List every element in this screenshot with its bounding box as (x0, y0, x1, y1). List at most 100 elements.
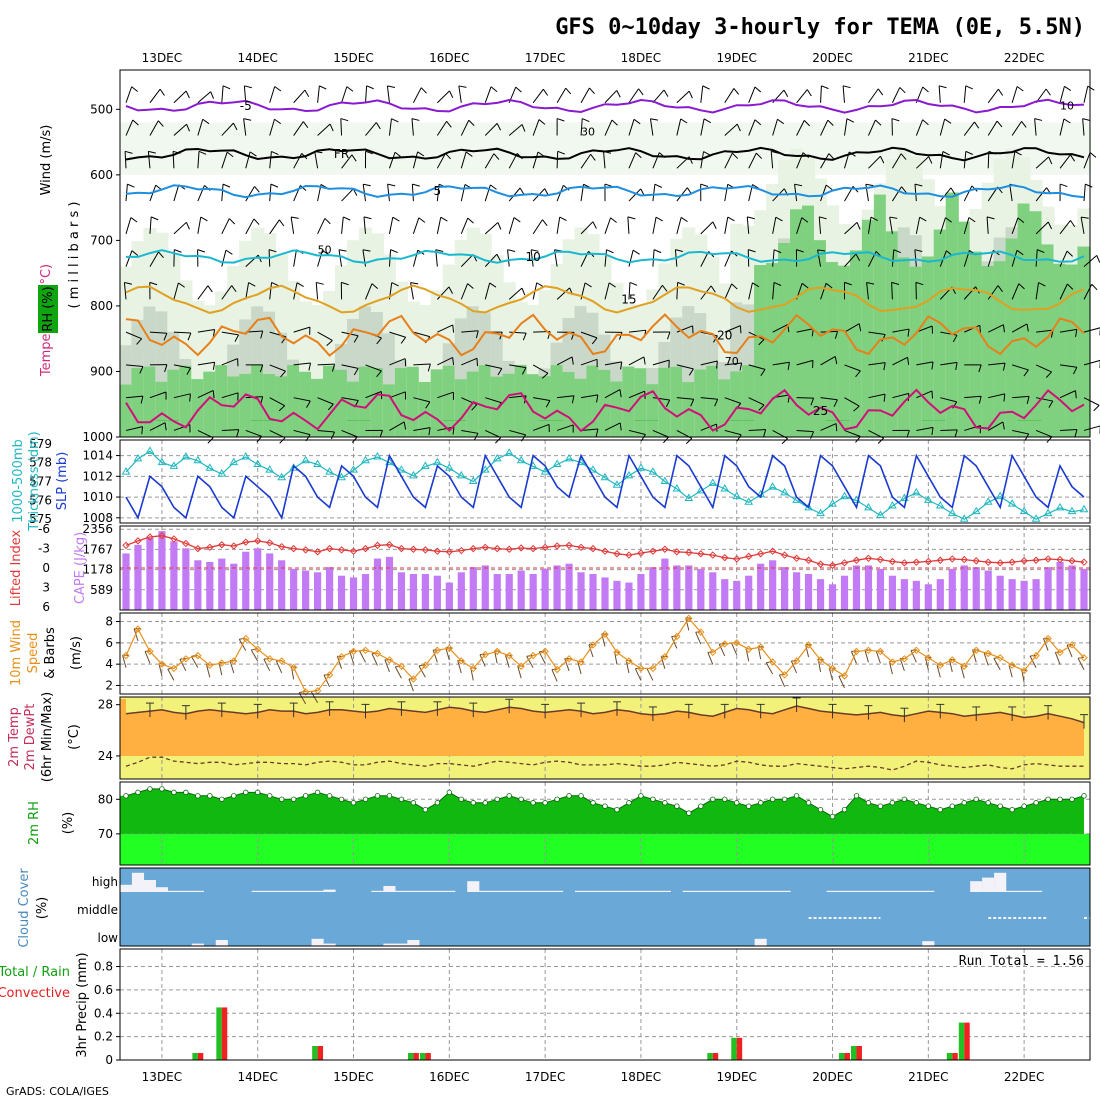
cloud-high-bar (479, 890, 492, 892)
wind-speed-point (768, 658, 777, 666)
wind-barb (507, 249, 516, 267)
slp-tick-label: 1010 (82, 490, 113, 504)
wind-barb (1082, 118, 1091, 136)
wind-speed-point (852, 647, 861, 656)
wind-barb (388, 118, 399, 136)
wind-barb (580, 153, 596, 169)
rh-shade-70 (370, 368, 385, 437)
wind-barb (1083, 283, 1098, 300)
rh2m-point (255, 789, 261, 796)
li-point (445, 548, 454, 556)
thickness-point (1055, 502, 1065, 511)
wind-barb (987, 324, 1005, 333)
rh-shade-70 (179, 365, 193, 437)
rh2m-point (961, 800, 967, 806)
cloud-high-bar (515, 890, 528, 892)
wind-barb (724, 216, 735, 234)
cape-bar (290, 568, 298, 610)
wind-barb (1011, 121, 1027, 136)
wind-barb (389, 331, 407, 344)
y-tick-label: 900 (90, 364, 113, 378)
rh2m-point (1045, 796, 1051, 802)
wind-barb (341, 86, 354, 103)
cloud-high-bar (598, 890, 612, 892)
cloud-high-bar (898, 890, 911, 892)
wind-speed-point (864, 646, 873, 655)
wind-barb (604, 361, 623, 370)
li-point (744, 552, 753, 561)
wind-barb (844, 397, 860, 412)
wind-barb (269, 364, 286, 378)
li-point (373, 541, 382, 550)
wind-barb (628, 88, 644, 104)
precip-convective-bar (964, 1022, 970, 1060)
precip-total-bar (216, 1007, 222, 1060)
li-point (625, 551, 633, 559)
temp-axis-label: 2m Temp (7, 707, 22, 767)
cloud-low-bar (191, 943, 204, 946)
wind-barb (293, 362, 312, 371)
rh-shade-70 (1029, 211, 1043, 437)
precip-total-bar (851, 1045, 857, 1060)
rh2m-point (674, 803, 680, 809)
wind-barb (485, 364, 503, 376)
thickness-point (1019, 506, 1029, 515)
wind-barb (580, 118, 590, 136)
rh2m-point (350, 800, 357, 806)
wind-barb (986, 216, 995, 234)
cloud-high-bar (982, 877, 995, 892)
cape-bar (733, 580, 741, 610)
wind-barb (796, 429, 815, 439)
wind-barb (460, 119, 475, 136)
li-point (218, 541, 226, 549)
cape-bar (888, 575, 896, 610)
wind-barb (556, 356, 574, 366)
thickness-point (337, 472, 346, 481)
wind-barb (413, 363, 431, 372)
thickness-point (636, 463, 646, 471)
rh2m-point (338, 796, 345, 802)
wind-barb (988, 362, 1006, 371)
wind-speed-point (828, 664, 837, 673)
cloud-low-bar (311, 938, 324, 946)
wind-barb (340, 281, 349, 300)
wind-barb (891, 118, 900, 136)
wind-barb (700, 397, 719, 407)
rh2m-point (290, 796, 297, 802)
contour-label: 25 (813, 404, 828, 418)
wind-barb (484, 123, 502, 136)
cape-bar (421, 574, 429, 610)
y-tick-label: 28 (98, 698, 113, 712)
wind-barb (484, 222, 502, 235)
wind-barb (362, 249, 371, 267)
wind-barb (1059, 283, 1074, 300)
wind-speed-point (1044, 634, 1052, 643)
rh2m-point (518, 796, 524, 802)
rh2m-point (147, 786, 153, 792)
wind-speed-point (1068, 641, 1076, 649)
cloud-high-bar (874, 890, 887, 892)
wind-speed-point (277, 657, 286, 665)
cloud-high-bar (718, 890, 731, 892)
wind-barb (604, 389, 622, 399)
wind-barb (173, 393, 191, 402)
wind-barb (652, 183, 663, 202)
wind-speed-point (469, 664, 477, 673)
wind-barb (551, 668, 558, 682)
cloud-high-bar (287, 890, 300, 892)
wind-barb (413, 397, 431, 409)
thickness-point (864, 502, 873, 511)
cloud-high-bar (503, 890, 516, 892)
wind-barb (532, 423, 550, 433)
wind-barb (866, 281, 875, 300)
footer-credit: GrADS: COLA/IGES (6, 1085, 109, 1098)
slp-axis-label: SLP (mb) (55, 452, 70, 511)
li-point (697, 550, 705, 558)
wind-speed-point (577, 658, 585, 666)
li-point (1044, 555, 1052, 563)
wind-barb (1034, 118, 1043, 136)
thickness-point (133, 453, 143, 462)
rh-shade-70 (718, 379, 732, 437)
li-line (125, 535, 1085, 567)
cape-tick-label: 2356 (82, 522, 113, 536)
